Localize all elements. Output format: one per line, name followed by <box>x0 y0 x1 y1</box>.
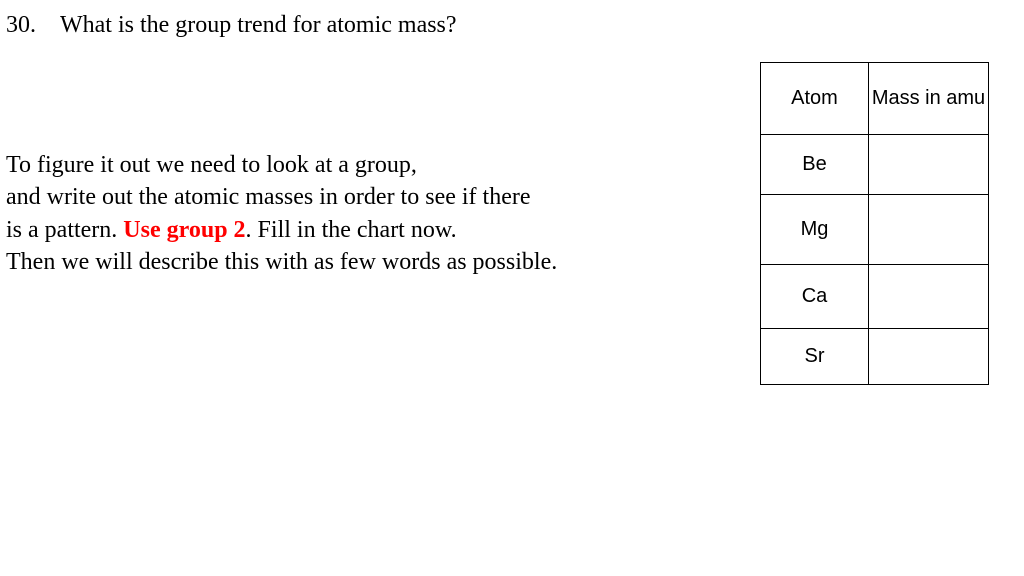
cell-mass[interactable] <box>869 265 989 329</box>
header-mass: Mass in amu <box>869 63 989 135</box>
explain-line-1: To figure it out we need to look at a gr… <box>6 149 720 181</box>
cell-atom: Be <box>761 135 869 195</box>
table-row: Mg <box>761 195 989 265</box>
table-row: Ca <box>761 265 989 329</box>
table-header-row: Atom Mass in amu <box>761 63 989 135</box>
table-row: Be <box>761 135 989 195</box>
content-area: 30.What is the group trend for atomic ma… <box>0 0 720 279</box>
explain-line-3: is a pattern. Use group 2. Fill in the c… <box>6 214 720 246</box>
cell-atom: Mg <box>761 195 869 265</box>
question-line: 30.What is the group trend for atomic ma… <box>6 12 720 39</box>
explanation: To figure it out we need to look at a gr… <box>6 149 720 279</box>
atomic-mass-table: Atom Mass in amu Be Mg Ca Sr <box>760 62 989 385</box>
question-number: 30. <box>6 12 60 39</box>
cell-mass[interactable] <box>869 135 989 195</box>
cell-atom: Sr <box>761 329 869 385</box>
question-text: What is the group trend for atomic mass? <box>60 12 457 38</box>
cell-mass[interactable] <box>869 329 989 385</box>
explain-line-4: Then we will describe this with as few w… <box>6 246 720 278</box>
cell-atom: Ca <box>761 265 869 329</box>
use-group-2: Use group 2 <box>123 217 245 243</box>
cell-mass[interactable] <box>869 195 989 265</box>
explain-line-2: and write out the atomic masses in order… <box>6 181 720 213</box>
header-atom: Atom <box>761 63 869 135</box>
explain-line-3a: is a pattern. <box>6 217 123 243</box>
explain-line-3b: . Fill in the chart now. <box>246 217 457 243</box>
table-row: Sr <box>761 329 989 385</box>
